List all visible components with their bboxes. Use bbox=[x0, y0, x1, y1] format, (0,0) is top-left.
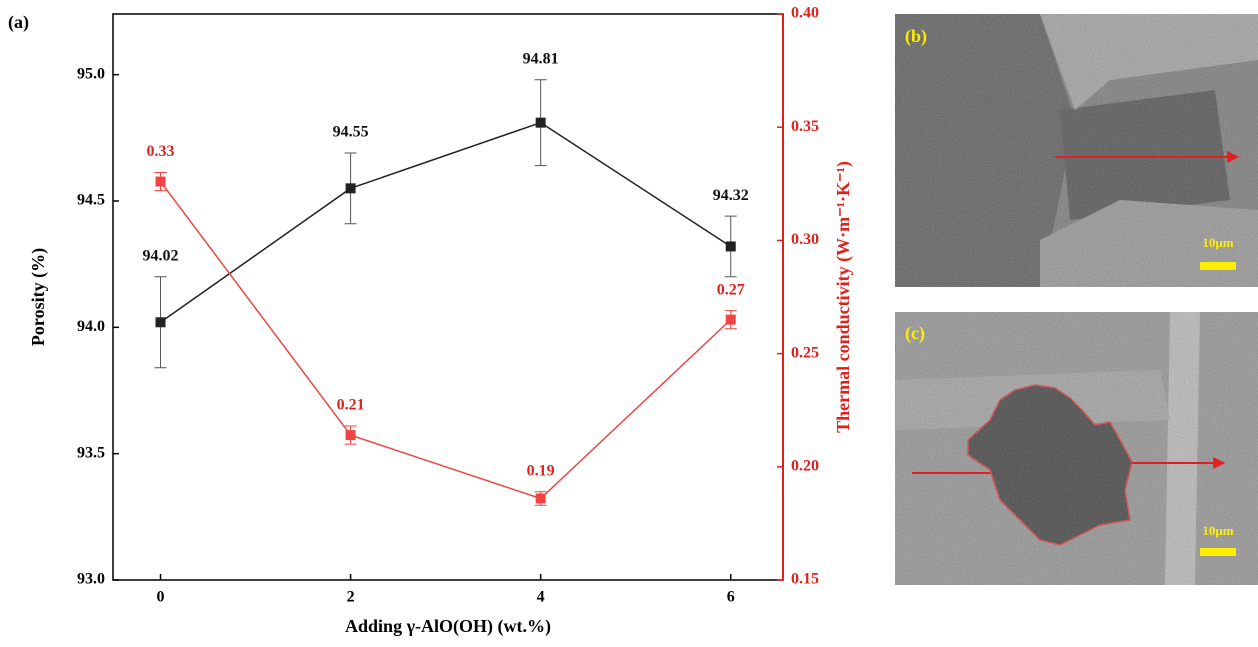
series-line bbox=[161, 182, 731, 499]
y2-axis-label: Thermal conductivity (W·m⁻¹·K⁻¹) bbox=[833, 161, 854, 433]
y-tick-label: 94.0 bbox=[77, 318, 105, 335]
data-label: 94.81 bbox=[523, 50, 559, 67]
figure: (a) (b) 10μm (c) 10μm 0 2 4 6 93.0 93.5 94.0 94… bbox=[0, 0, 1258, 642]
plot-frame bbox=[113, 14, 783, 580]
data-label: 94.55 bbox=[333, 124, 369, 141]
panel-label: (a) bbox=[8, 12, 29, 33]
x-tick-label: 0 bbox=[157, 589, 165, 606]
x-tick-label: 6 bbox=[727, 589, 735, 606]
y-tick-label: 94.5 bbox=[77, 192, 105, 209]
data-label: 0.21 bbox=[337, 397, 365, 414]
y-tick-label: 93.0 bbox=[77, 571, 105, 588]
data-label: 0.19 bbox=[527, 462, 555, 479]
y-axis-label: Porosity (%) bbox=[28, 248, 49, 346]
sem-image-c bbox=[895, 312, 1258, 585]
y-tick-label: 95.0 bbox=[77, 65, 105, 82]
marker bbox=[346, 183, 356, 193]
y2-tick-label: 0.40 bbox=[791, 5, 819, 22]
marker bbox=[726, 315, 736, 325]
data-label: 0.33 bbox=[147, 143, 175, 160]
marker bbox=[536, 118, 546, 128]
marker bbox=[536, 493, 546, 503]
y2-tick-label: 0.25 bbox=[791, 344, 819, 361]
x-tick-label: 4 bbox=[537, 589, 545, 606]
data-label: 94.02 bbox=[143, 247, 179, 264]
y2-tick-label: 0.20 bbox=[791, 457, 819, 474]
y2-tick-label: 0.30 bbox=[791, 231, 819, 248]
marker bbox=[156, 177, 166, 187]
data-label: 94.32 bbox=[713, 187, 749, 204]
panel-label: (b) bbox=[905, 26, 927, 47]
scale-bar-label: 10μm bbox=[1202, 523, 1233, 538]
y-tick-label: 93.5 bbox=[77, 444, 105, 461]
x-tick-label: 2 bbox=[347, 589, 355, 606]
x-axis-label: Adding γ-AlO(OH) (wt.%) bbox=[345, 616, 551, 637]
marker bbox=[346, 430, 356, 440]
data-label: 0.27 bbox=[717, 281, 745, 298]
marker bbox=[156, 317, 166, 327]
y2-tick-label: 0.35 bbox=[791, 118, 819, 135]
panel-label: (c) bbox=[905, 323, 925, 344]
scale-bar-label: 10μm bbox=[1202, 235, 1233, 250]
y2-tick-label: 0.15 bbox=[791, 571, 819, 588]
series-line bbox=[161, 123, 731, 323]
marker bbox=[726, 241, 736, 251]
